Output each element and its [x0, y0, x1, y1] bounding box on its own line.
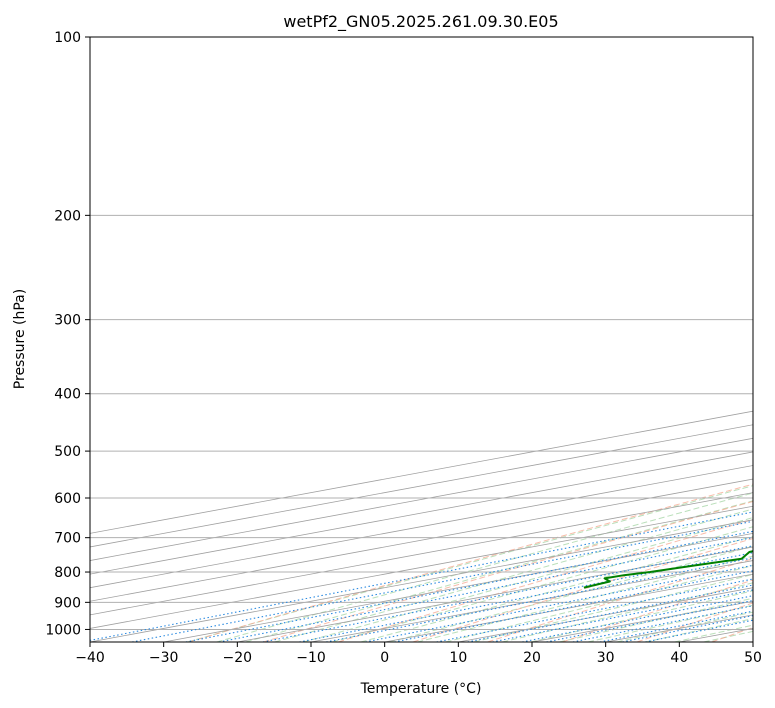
isotherm-line [90, 478, 753, 602]
moist-adiabat-line [216, 492, 753, 642]
dry-adiabat-line [562, 579, 753, 642]
mixing-ratio-line [325, 557, 753, 642]
y-tick-label: 100 [54, 30, 81, 46]
dry-adiabats [188, 483, 753, 642]
x-tick-label: −40 [75, 650, 105, 666]
y-tick-label: 1000 [45, 622, 81, 638]
x-axis-label: Temperature (°C) [360, 681, 482, 697]
isotherm-line [163, 532, 753, 642]
isotherm-line [90, 437, 753, 561]
y-tick-label: 300 [54, 313, 81, 329]
isotherm-line [90, 424, 753, 548]
moist-adiabat-line [559, 597, 753, 642]
mixing-ratio-line [262, 545, 753, 642]
y-tick-label: 700 [54, 531, 81, 547]
mixing-ratio-line [299, 552, 753, 642]
moist-adiabat-line [445, 564, 753, 642]
moist-adiabat-line [417, 555, 753, 642]
y-tick-label: 800 [54, 565, 81, 581]
isotherm-line [90, 451, 753, 575]
moist-adiabat-line [245, 500, 753, 642]
isotherm-line [90, 519, 753, 642]
x-tick-label: 30 [597, 650, 615, 666]
isotherm-line [90, 492, 753, 616]
y-tick-label: 500 [54, 444, 81, 460]
dry-adiabat-line [263, 500, 753, 642]
x-tick-label: −20 [223, 650, 253, 666]
moist-adiabat-line [274, 508, 753, 642]
chart-title: wetPf2_GN05.2025.261.09.30.E05 [283, 12, 558, 32]
mixing-ratio-line [131, 520, 753, 642]
y-tick-label: 600 [54, 491, 81, 507]
x-tick-label: 10 [449, 650, 467, 666]
moist-adiabat-line [360, 535, 753, 642]
isotherm-line [90, 505, 753, 629]
y-tick-label: 900 [54, 595, 81, 611]
moist-adiabats [187, 485, 753, 642]
isotherm-line [90, 465, 753, 589]
moist-adiabat-line [502, 582, 753, 642]
plot-frame [89, 36, 754, 643]
x-tick-label: −30 [149, 650, 179, 666]
mixing-ratio-lines [90, 511, 753, 642]
x-tick-label: −10 [296, 650, 326, 666]
isotherms [90, 410, 753, 642]
plot-area: 0.10.20.40.611.52346810131620253036-100-… [90, 37, 753, 642]
x-tick-label: 20 [523, 650, 541, 666]
y-axis-label: Pressure (hPa) [12, 289, 28, 389]
axes: −40 −30 −20 −10 0 10 20 30 40 50 100 200 300 400 500 60… [45, 30, 762, 666]
x-tick-label: 50 [744, 650, 762, 666]
x-tick-label: 40 [670, 650, 688, 666]
mixing-ratio-line [572, 605, 753, 642]
dry-adiabat-line [487, 558, 753, 642]
x-tick-label: 0 [380, 650, 389, 666]
moist-adiabat-line [187, 485, 753, 642]
mixing-ratio-line [218, 536, 753, 642]
y-tick-label: 400 [54, 387, 81, 403]
dry-adiabat-line [338, 518, 753, 642]
y-tick-label: 200 [54, 208, 81, 224]
isobars [90, 37, 753, 630]
